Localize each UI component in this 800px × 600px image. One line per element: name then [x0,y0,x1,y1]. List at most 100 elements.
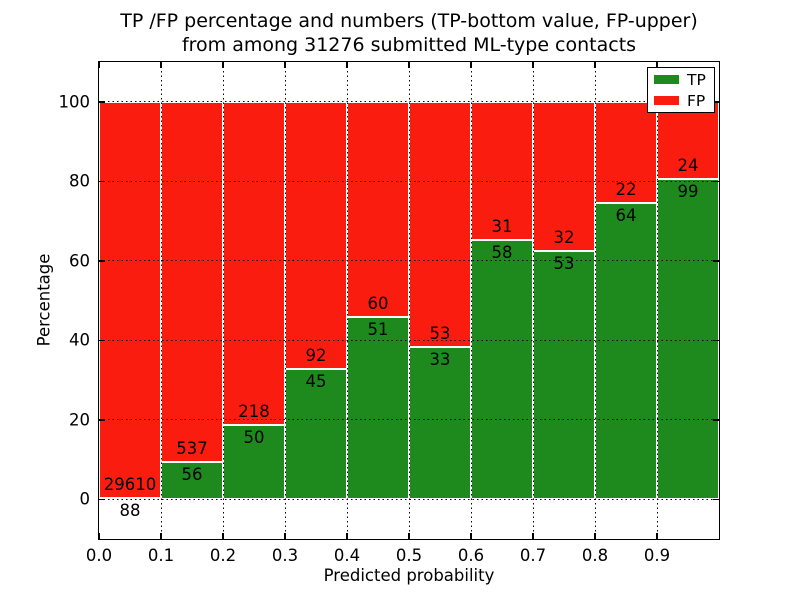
y-tick [99,419,105,421]
legend-swatch-fp-icon [654,96,679,105]
y-tick [713,180,719,182]
bar-label-tp: 51 [367,319,389,339]
x-tick-label: 0.5 [395,546,423,565]
legend-swatch-tp-icon [654,75,679,84]
y-tick [713,260,719,262]
x-tick [594,533,596,539]
x-tick [408,62,410,68]
y-gridline [99,101,719,103]
x-gridline [222,62,224,539]
y-tick [713,498,719,500]
bar-label-tp: 99 [677,182,699,202]
x-tick [98,533,100,539]
bar-label-fp: 24 [677,156,699,176]
legend-item-fp: FP [654,93,708,109]
x-tick [222,62,224,68]
bar-label-fp: 53 [429,323,451,343]
y-tick [99,101,105,103]
chart-title: TP /FP percentage and numbers (TP-bottom… [99,9,719,57]
bar-label-fp: 218 [238,402,270,422]
y-tick [713,101,719,103]
bar-label-fp: 32 [553,228,575,248]
bar-label-tp: 33 [429,349,451,369]
x-gridline [532,62,534,539]
bar-segment-tp [657,179,719,500]
x-tick-label: 0.9 [643,546,671,565]
x-tick [346,62,348,68]
x-tick [470,62,472,68]
legend-label-tp: TP [687,70,706,89]
bar-segment-fp [223,101,285,426]
bar-label-fp: 60 [367,293,389,313]
x-tick [346,533,348,539]
x-gridline [408,62,410,539]
y-tick-label: 60 [69,251,90,271]
x-axis-label: Predicted probability [323,566,495,585]
x-gridline [284,62,286,539]
bar-label-tp: 64 [615,206,637,226]
chart-title-line2: from among 31276 submitted ML-type conta… [181,34,637,56]
bar-label-tp: 45 [305,371,327,391]
x-tick [284,533,286,539]
chart-title-line1: TP /FP percentage and numbers (TP-bottom… [120,10,698,32]
x-tick-label: 0.4 [333,546,361,565]
y-gridline [99,260,719,262]
y-tick [99,339,105,341]
legend: TP FP [647,67,715,113]
bar-label-fp: 537 [176,438,208,458]
bar-segment-tp [347,316,409,500]
x-tick [408,533,410,539]
x-tick [222,533,224,539]
x-gridline [346,62,348,539]
bar-segment-tp [409,346,471,500]
x-gridline [160,62,162,539]
y-tick [99,180,105,182]
x-tick [656,62,658,68]
bar-segment-fp [99,101,161,499]
bar-segment-fp [285,101,347,369]
x-tick [160,533,162,539]
bar-label-tp: 58 [491,243,513,263]
y-tick [99,260,105,262]
bar-label-tp: 88 [119,501,141,521]
y-gridline [99,498,719,500]
x-tick [532,533,534,539]
x-tick-label: 0.8 [581,546,609,565]
y-tick [99,498,105,500]
bar-segment-fp [347,101,409,317]
bar-segment-fp [409,101,471,347]
x-tick-label: 0.1 [147,546,175,565]
x-tick [594,62,596,68]
x-gridline [470,62,472,539]
x-tick [532,62,534,68]
bar-segment-tp [471,240,533,500]
x-tick [656,533,658,539]
bar-label-tp: 53 [553,254,575,274]
x-tick [160,62,162,68]
bar-segment-tp [223,425,285,500]
y-tick-label: 80 [69,171,90,191]
bar-label-fp: 92 [305,345,327,365]
y-tick-label: 20 [69,410,90,430]
x-tick-label: 0.3 [271,546,299,565]
bar-label-fp: 22 [615,180,637,200]
bar-segment-fp [533,101,595,252]
x-gridline [594,62,596,539]
bar-label-fp: 29610 [103,475,157,495]
bar-label-tp: 50 [243,428,265,448]
x-tick-label: 0.7 [519,546,547,565]
x-tick-label: 0.6 [457,546,485,565]
x-gridline [656,62,658,539]
legend-item-tp: TP [654,72,708,88]
y-gridline [99,339,719,341]
y-tick-label: 0 [79,489,91,509]
y-tick-label: 100 [58,92,91,112]
bar-label-fp: 31 [491,217,513,237]
bar-label-tp: 56 [181,464,203,484]
bar-segment-fp [657,101,719,180]
bar-segment-tp [533,251,595,500]
bar-segment-fp [161,101,223,462]
y-gridline [99,180,719,182]
x-tick [470,533,472,539]
